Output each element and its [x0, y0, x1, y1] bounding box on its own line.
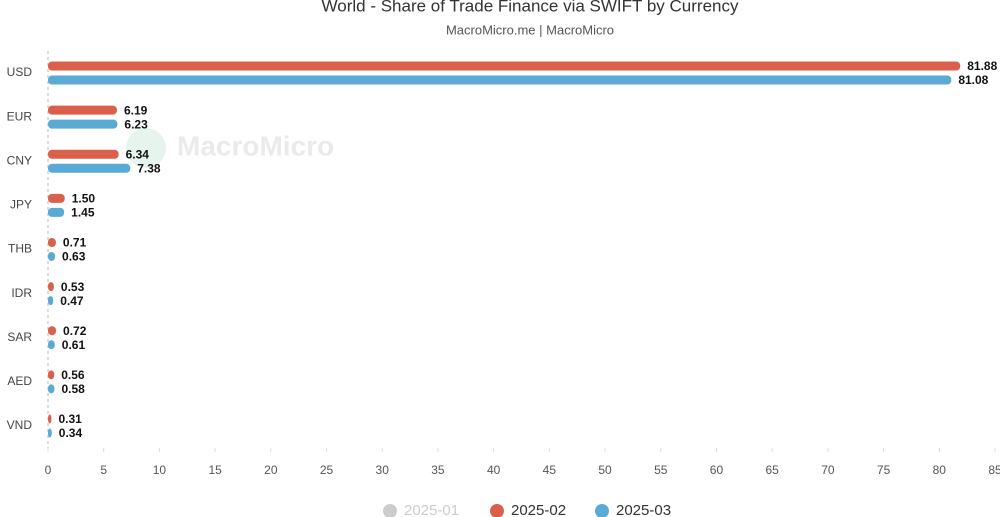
- x-tick-label: 60: [710, 463, 724, 477]
- data-label: 6.23: [124, 117, 148, 131]
- x-tick-label: 70: [821, 463, 835, 477]
- bar: [48, 119, 118, 129]
- data-label: 6.19: [124, 103, 148, 117]
- x-tick-label: 15: [208, 463, 222, 477]
- legend-label: 2025-01: [404, 502, 459, 517]
- data-label: 7.38: [137, 161, 161, 175]
- y-tick-label: THB: [8, 242, 32, 256]
- x-tick-label: 75: [877, 463, 891, 477]
- y-tick-label: USD: [7, 65, 33, 79]
- watermark-logo: [126, 128, 166, 168]
- legend-label: 2025-02: [511, 502, 566, 517]
- bar: [48, 326, 57, 336]
- data-label: 0.58: [61, 382, 85, 396]
- bar: [48, 193, 65, 203]
- x-tick-label: 0: [45, 463, 52, 477]
- x-tick-label: 65: [765, 463, 779, 477]
- data-label: 0.56: [61, 368, 85, 382]
- watermark-icon: [126, 128, 166, 168]
- bar: [48, 252, 56, 261]
- bar: [48, 105, 117, 115]
- data-label: 1.45: [71, 206, 95, 220]
- legend-marker: [490, 504, 504, 517]
- y-tick-label: VND: [7, 418, 33, 432]
- watermark: MacroMicro: [177, 130, 334, 161]
- x-tick-label: 80: [933, 463, 947, 477]
- data-label: 1.50: [72, 192, 96, 206]
- data-label: 0.34: [59, 426, 83, 440]
- x-tick-label: 5: [100, 463, 107, 477]
- bar: [48, 282, 54, 292]
- data-label: 81.08: [958, 73, 988, 87]
- chart-subtitle: MacroMicro.me | MacroMicro: [446, 22, 614, 37]
- data-label: 0.63: [62, 250, 86, 264]
- x-tick-label: 30: [376, 463, 390, 477]
- data-label: 0.47: [60, 294, 84, 308]
- bar: [48, 340, 55, 350]
- bar: [48, 149, 119, 159]
- x-tick-label: 35: [431, 463, 445, 477]
- bar: [48, 384, 55, 394]
- bar: [48, 296, 54, 306]
- x-tick-label: 55: [654, 463, 668, 477]
- bar: [48, 414, 52, 424]
- x-tick-label: 50: [598, 463, 612, 477]
- data-label: 0.71: [63, 236, 87, 250]
- x-tick-label: 20: [264, 463, 278, 477]
- y-tick-label: SAR: [7, 330, 32, 344]
- bar: [48, 61, 961, 71]
- y-tick-label: AED: [7, 374, 32, 388]
- bar: [48, 75, 952, 85]
- data-label: 6.34: [126, 147, 150, 161]
- data-label: 81.88: [967, 59, 997, 73]
- legend-label: 2025-03: [616, 502, 671, 517]
- legend-marker: [595, 504, 609, 517]
- bar: [48, 428, 52, 438]
- x-tick-label: 40: [487, 463, 501, 477]
- x-tick-label: 25: [320, 463, 334, 477]
- data-label: 0.31: [58, 412, 82, 426]
- data-label: 0.72: [63, 324, 87, 338]
- x-tick-label: 10: [153, 463, 167, 477]
- y-tick-label: EUR: [7, 109, 33, 123]
- x-tick-label: 85: [988, 463, 1000, 477]
- bar: [48, 238, 56, 247]
- y-tick-label: JPY: [10, 198, 32, 212]
- bar: [48, 207, 65, 217]
- data-label: 0.61: [62, 338, 86, 352]
- y-tick-label: CNY: [7, 153, 32, 167]
- bar: [48, 163, 131, 173]
- chart-title: World - Share of Trade Finance via SWIFT…: [322, 0, 739, 15]
- data-label: 0.53: [61, 280, 85, 294]
- legend-marker: [383, 504, 397, 517]
- x-tick-label: 45: [543, 463, 557, 477]
- y-tick-label: IDR: [11, 286, 32, 300]
- bar: [48, 370, 55, 380]
